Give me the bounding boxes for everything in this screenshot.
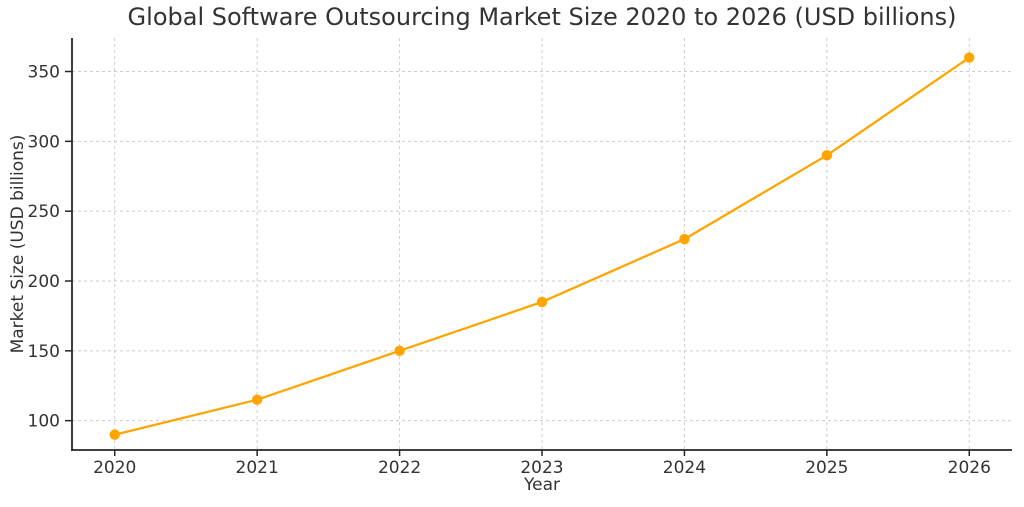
x-tick-label: 2020 <box>93 458 136 478</box>
x-tick-label: 2026 <box>948 458 991 478</box>
x-tick-label: 2023 <box>520 458 563 478</box>
y-tick-label: 350 <box>28 63 60 83</box>
y-tick-label: 250 <box>28 202 60 222</box>
x-tick-label: 2025 <box>805 458 848 478</box>
chart-title: Global Software Outsourcing Market Size … <box>127 3 957 31</box>
x-tick-label: 2022 <box>378 458 421 478</box>
data-point-marker <box>109 429 120 440</box>
data-point-marker <box>251 394 263 405</box>
y-tick-label: 100 <box>28 412 60 432</box>
x-axis-label: Year <box>524 475 560 495</box>
data-point-marker <box>964 52 975 63</box>
x-tick-label: 2021 <box>236 458 279 478</box>
data-point-marker <box>536 296 548 308</box>
y-tick-label: 200 <box>28 272 60 292</box>
x-tick-label: 2024 <box>663 458 706 478</box>
data-point-marker <box>679 233 690 245</box>
y-tick-label: 300 <box>28 132 60 152</box>
data-line <box>113 56 971 436</box>
y-tick-label: 150 <box>28 342 60 362</box>
data-point-marker <box>821 150 833 161</box>
data-point-marker <box>394 345 405 357</box>
